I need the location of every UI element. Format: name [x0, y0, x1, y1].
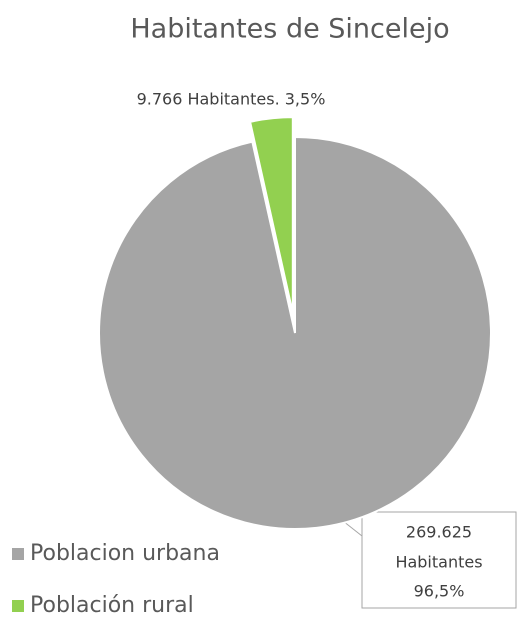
legend-swatch	[12, 548, 24, 560]
data-label: 269.625	[406, 523, 472, 542]
pie-slice	[98, 135, 492, 530]
legend-swatch	[12, 600, 24, 612]
legend-label: Población rural	[30, 593, 194, 618]
leader-line	[342, 520, 363, 537]
pie-slice	[248, 116, 294, 314]
label-box	[361, 511, 517, 609]
chart-title: Habitantes de Sincelejo	[130, 14, 449, 45]
data-label: 96,5%	[414, 582, 465, 601]
legend-label: Poblacion urbana	[30, 541, 220, 566]
data-label: 9.766 Habitantes. 3,5%	[137, 90, 326, 109]
data-label: Habitantes	[395, 553, 482, 572]
